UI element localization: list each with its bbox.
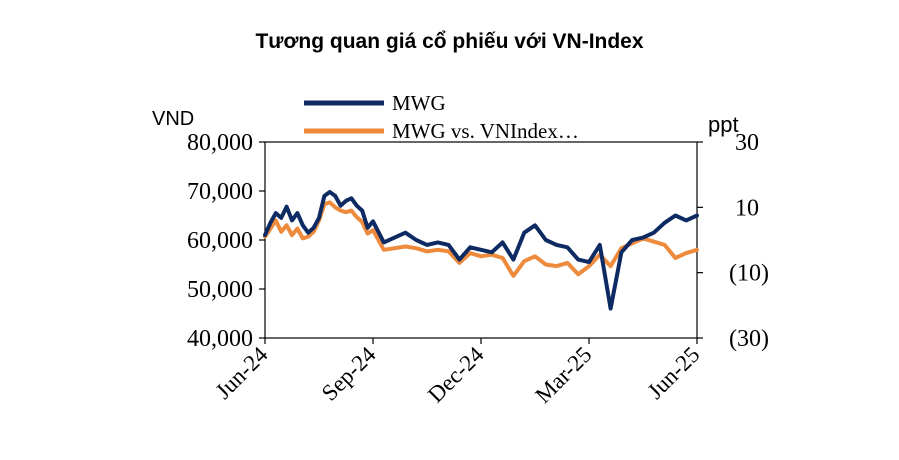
y-left-tick-label: 60,000 [187, 228, 253, 254]
y-right-tick-label: (10) [729, 261, 769, 287]
y-left-tick-label: 40,000 [187, 326, 253, 352]
legend-label-mwg: MWG [392, 91, 446, 115]
y-right-axis-title: ppt [708, 112, 739, 137]
chart-title: Tương quan giá cổ phiếu với VN-Index [255, 30, 644, 53]
y-right-tick-label: 10 [735, 195, 759, 221]
y-left-tick-label: 80,000 [187, 130, 253, 156]
x-tick-label: Mar-25 [530, 342, 596, 408]
y-left-tick-label: 70,000 [187, 179, 253, 205]
legend-label-mwg-vs-vnindex: MWG vs. VNIndex… [392, 119, 579, 143]
series-line-mwg-vs-vnindex [263, 200, 699, 278]
x-tick-label: Jun-25 [643, 342, 705, 404]
series-line-mwg [263, 190, 699, 311]
x-tick-label: Sep-24 [317, 342, 381, 406]
y-left-tick-label: 50,000 [187, 277, 253, 303]
legend: MWG MWG vs. VNIndex… [304, 91, 579, 143]
y-right-tick-label: 30 [735, 130, 759, 156]
x-tick-label: Dec-24 [423, 342, 489, 408]
y-left-axis-title: VND [152, 108, 194, 130]
y-right-tick-label: (30) [729, 326, 769, 352]
